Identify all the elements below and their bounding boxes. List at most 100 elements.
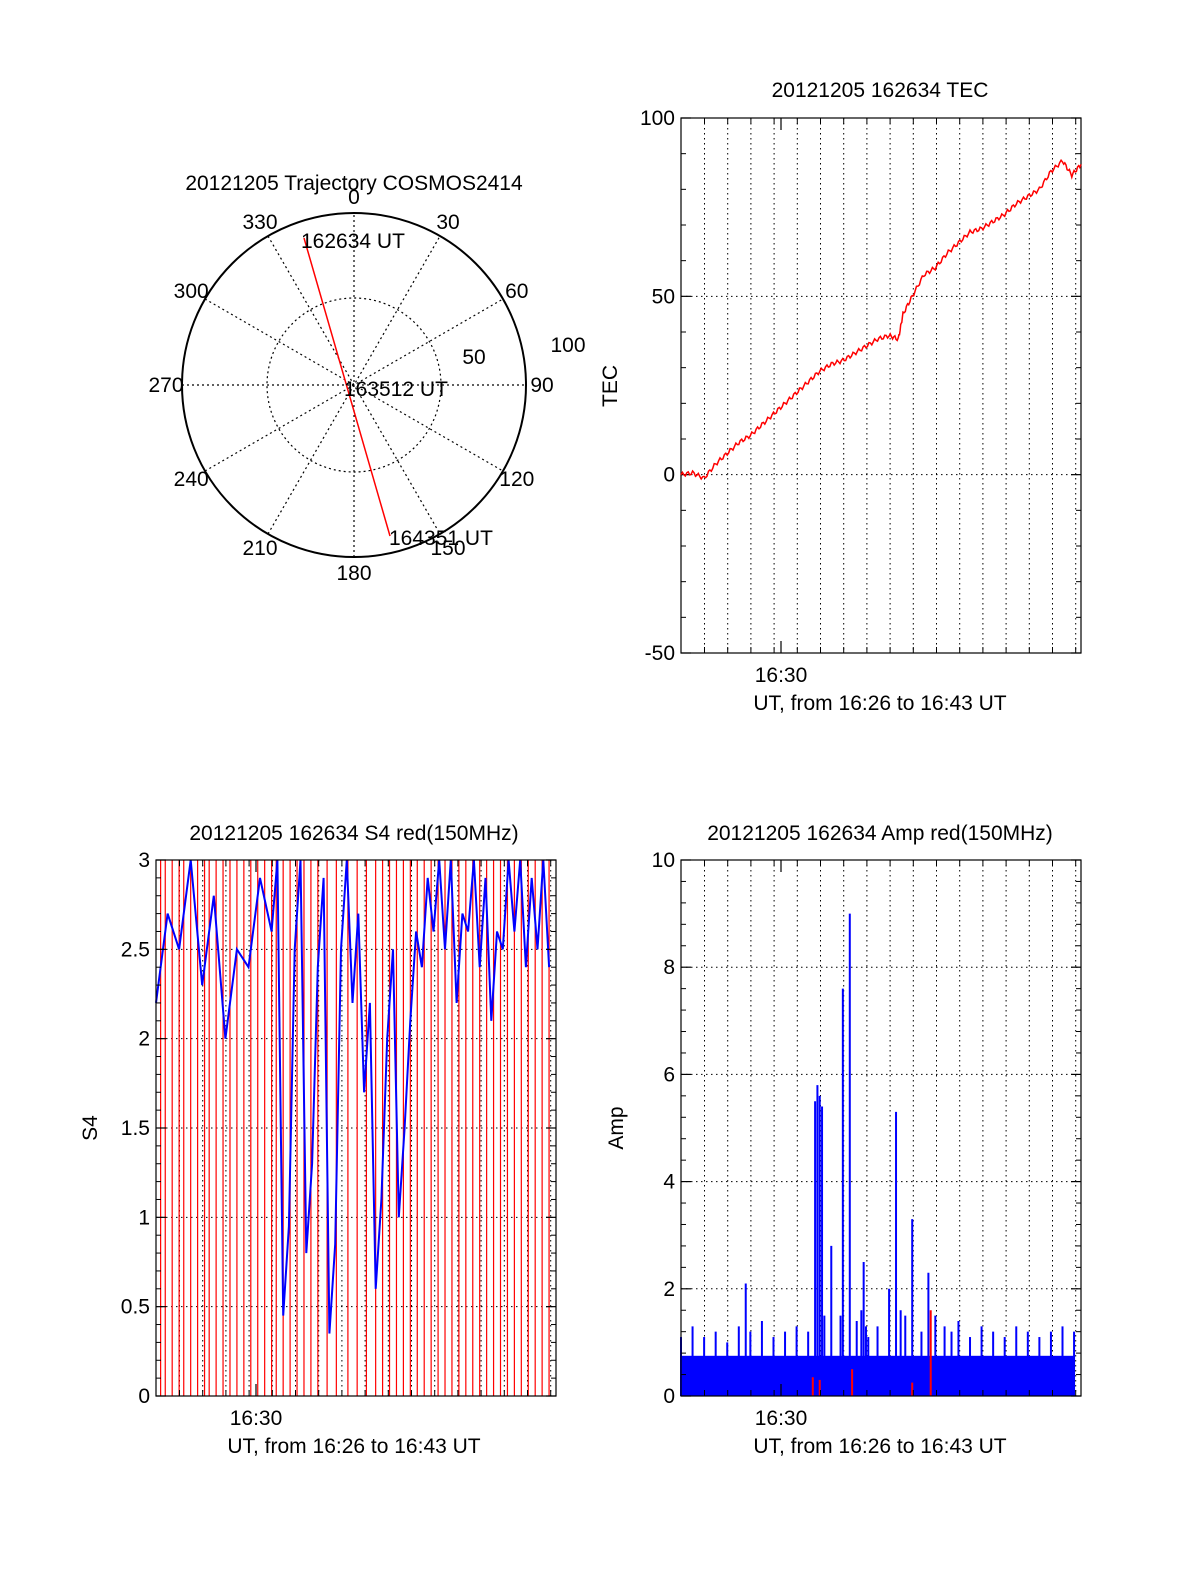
amp-noise-floor bbox=[856, 1355, 862, 1396]
azimuth-label: 300 bbox=[174, 280, 209, 303]
amp-y-tick-labels: 10 8 6 4 2 0 bbox=[652, 849, 676, 1408]
track-end-label: 164351 UT bbox=[389, 527, 493, 550]
track-mid-label: 163512 UT bbox=[344, 378, 448, 401]
amp-noise-floor bbox=[750, 1355, 762, 1396]
amp-noise-floor bbox=[944, 1355, 952, 1396]
amp-noise-floor bbox=[1027, 1355, 1040, 1396]
x-tick-label: 16:30 bbox=[755, 664, 808, 687]
x-tick-label: 16:30 bbox=[230, 1407, 283, 1430]
amp-noise-floor bbox=[815, 1355, 818, 1396]
amp-noise-floor bbox=[1062, 1355, 1075, 1396]
y-tick-label: 8 bbox=[663, 956, 675, 979]
amp-noise-floor bbox=[819, 1355, 823, 1396]
amp-noise-floor bbox=[1039, 1355, 1051, 1396]
s4-y-tick-labels: 3 2.5 2 1.5 1 0.5 0 bbox=[121, 849, 150, 1408]
amp-noise-floor bbox=[849, 1355, 857, 1396]
y-tick-label: 6 bbox=[663, 1063, 675, 1086]
amp-xlabel: UT, from 16:26 to 16:43 UT bbox=[753, 1435, 1006, 1458]
azimuth-label: 30 bbox=[436, 211, 459, 234]
azimuth-label: 90 bbox=[530, 374, 553, 397]
amp-noise-floor bbox=[921, 1355, 929, 1396]
amp-noise-floor bbox=[993, 1355, 1005, 1396]
amp-ticks bbox=[681, 859, 1081, 1397]
amp-noise-floor bbox=[889, 1355, 897, 1396]
y-tick-label: -50 bbox=[645, 642, 675, 665]
amp-noise-floor bbox=[900, 1355, 906, 1396]
amp-noise-floor bbox=[1050, 1355, 1063, 1396]
tec-title: 20121205 162634 TEC bbox=[772, 79, 989, 102]
y-tick-label: 100 bbox=[640, 107, 675, 130]
polar-azimuth-labels: 0 30 60 90 120 150 180 210 240 270 300 3… bbox=[148, 186, 553, 585]
y-tick-label: 2.5 bbox=[121, 938, 150, 961]
azimuth-label: 240 bbox=[174, 468, 209, 491]
tec-axes-frame bbox=[680, 117, 1082, 654]
amp-noise-floor bbox=[808, 1355, 816, 1396]
tec-series-line bbox=[680, 158, 1082, 481]
s4-title: 20121205 162634 S4 red(150MHz) bbox=[189, 822, 518, 845]
y-tick-label: 10 bbox=[652, 849, 675, 872]
amp-noise-floor bbox=[745, 1355, 751, 1396]
amp-noise-floor bbox=[840, 1355, 843, 1396]
amp-noise-floor bbox=[958, 1355, 971, 1396]
amp-noise-floor bbox=[796, 1355, 809, 1396]
amp-title: 20121205 162634 Amp red(150MHz) bbox=[707, 822, 1053, 845]
amp-grid bbox=[681, 860, 1081, 1396]
x-tick-label: 16:30 bbox=[755, 1407, 808, 1430]
amp-noise-floor bbox=[822, 1355, 825, 1396]
polar-plot: 20121205 Trajectory COSMOS2414 0 30 60 9… bbox=[148, 172, 585, 585]
y-tick-label: 2 bbox=[138, 1028, 150, 1051]
amp-noise-floor bbox=[831, 1355, 841, 1396]
azimuth-label: 150 bbox=[430, 537, 465, 560]
azimuth-label: 60 bbox=[505, 280, 528, 303]
azimuth-label: 180 bbox=[336, 562, 371, 585]
s4-blue-series bbox=[155, 859, 551, 1334]
amp-noise-floor bbox=[681, 1355, 693, 1396]
amp-noise-floor bbox=[773, 1355, 786, 1396]
amp-noise-floor bbox=[896, 1355, 901, 1396]
amp-noise-floor bbox=[865, 1355, 869, 1396]
amp-noise-floor bbox=[928, 1355, 936, 1396]
tec-y-tick-labels: 100 50 0 -50 bbox=[640, 107, 675, 665]
azimuth-label: 120 bbox=[499, 468, 534, 491]
amp-noise-floor bbox=[935, 1355, 945, 1396]
amp-noise-floor bbox=[738, 1355, 746, 1396]
s4-ticks bbox=[156, 859, 556, 1397]
azimuth-label: 270 bbox=[148, 374, 183, 397]
y-tick-label: 0 bbox=[138, 1385, 150, 1408]
amp-noise-floor bbox=[951, 1355, 959, 1396]
amp-noise-floor bbox=[824, 1355, 832, 1396]
y-tick-label: 1 bbox=[138, 1206, 150, 1229]
amp-noise-floor bbox=[970, 1355, 982, 1396]
amp-bars bbox=[680, 913, 1076, 1396]
azimuth-label: 210 bbox=[242, 537, 277, 560]
amp-noise-floor bbox=[868, 1355, 878, 1396]
amp-noise-floor bbox=[1016, 1355, 1028, 1396]
y-tick-label: 1.5 bbox=[121, 1117, 150, 1140]
polar-spokes bbox=[182, 213, 526, 557]
y-tick-label: 3 bbox=[138, 849, 150, 872]
tec-xlabel: UT, from 16:26 to 16:43 UT bbox=[753, 692, 1006, 715]
y-tick-label: 0.5 bbox=[121, 1296, 150, 1319]
radial-label-100: 100 bbox=[550, 334, 585, 357]
tec-ticks bbox=[681, 117, 1081, 654]
amp-noise-floor bbox=[981, 1355, 994, 1396]
y-tick-label: 2 bbox=[663, 1278, 675, 1301]
satellite-track bbox=[303, 237, 391, 537]
radial-label-50: 50 bbox=[462, 346, 485, 369]
tec-ylabel: TEC bbox=[599, 365, 622, 407]
amp-noise-floor bbox=[863, 1355, 866, 1396]
azimuth-label: 330 bbox=[242, 211, 277, 234]
azimuth-label: 0 bbox=[348, 186, 360, 209]
s4-ylabel: S4 bbox=[79, 1115, 102, 1141]
y-tick-label: 0 bbox=[663, 464, 675, 487]
amp-noise-floor bbox=[727, 1355, 739, 1396]
polar-title: 20121205 Trajectory COSMOS2414 bbox=[185, 172, 523, 195]
amp-noise-floor bbox=[761, 1355, 774, 1396]
amp-noise-floor bbox=[704, 1355, 716, 1396]
amp-noise-floor bbox=[817, 1355, 820, 1396]
amp-noise-floor bbox=[912, 1355, 922, 1396]
y-tick-label: 50 bbox=[652, 285, 675, 308]
amp-noise-floor bbox=[905, 1355, 913, 1396]
amp-noise-floor bbox=[842, 1355, 850, 1396]
